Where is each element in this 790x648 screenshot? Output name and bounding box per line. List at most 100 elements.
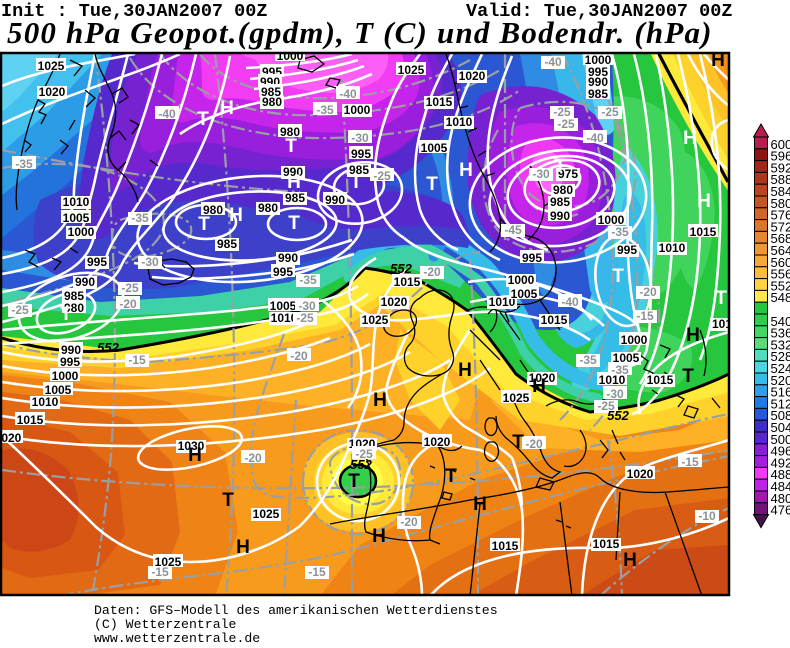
svg-text:-40: -40	[561, 295, 579, 309]
svg-text:504: 504	[771, 420, 790, 435]
svg-text:488: 488	[771, 467, 790, 482]
svg-text:580: 580	[771, 196, 790, 211]
svg-text:1010: 1010	[32, 395, 59, 409]
svg-text:1010: 1010	[446, 115, 473, 129]
svg-text:Daten: GFS–Modell des amerikan: Daten: GFS–Modell des amerikanischen Wet…	[94, 603, 498, 618]
svg-text:T: T	[682, 366, 694, 387]
svg-text:T: T	[198, 214, 210, 235]
svg-text:1015: 1015	[426, 95, 453, 109]
svg-text:T: T	[715, 288, 727, 309]
svg-text:985: 985	[285, 191, 305, 205]
svg-text:552: 552	[771, 278, 790, 293]
svg-text:572: 572	[771, 219, 790, 234]
svg-text:990: 990	[325, 193, 345, 207]
svg-text:1020: 1020	[529, 371, 556, 385]
svg-text:1015: 1015	[541, 313, 568, 327]
svg-text:560: 560	[771, 255, 790, 270]
svg-text:1030: 1030	[178, 439, 205, 453]
svg-text:H: H	[459, 160, 473, 181]
svg-text:T: T	[554, 156, 566, 177]
svg-text:1025: 1025	[253, 507, 280, 521]
svg-text:H: H	[372, 526, 386, 547]
svg-text:995: 995	[60, 355, 80, 369]
svg-text:T: T	[512, 432, 524, 453]
svg-text:1015: 1015	[17, 413, 44, 427]
svg-text:-25: -25	[355, 447, 373, 461]
svg-text:-20: -20	[119, 297, 137, 311]
svg-text:-30: -30	[606, 387, 624, 401]
svg-text:1000: 1000	[344, 103, 371, 117]
svg-text:-40: -40	[586, 131, 604, 145]
svg-text:1010: 1010	[271, 311, 298, 325]
svg-text:-15: -15	[636, 309, 654, 323]
svg-text:-35: -35	[579, 353, 597, 367]
svg-text:564: 564	[771, 243, 790, 258]
svg-text:-45: -45	[504, 223, 522, 237]
svg-text:-35: -35	[15, 157, 33, 171]
svg-text:H: H	[686, 325, 700, 346]
svg-text:990: 990	[61, 343, 81, 357]
svg-text:1020: 1020	[39, 85, 66, 99]
svg-text:985: 985	[588, 87, 608, 101]
svg-text:1015: 1015	[593, 537, 620, 551]
svg-text:-30: -30	[298, 299, 316, 313]
svg-text:H: H	[697, 191, 711, 212]
svg-text:H: H	[473, 494, 487, 515]
svg-text:-35: -35	[611, 363, 629, 377]
svg-text:1010: 1010	[659, 241, 686, 255]
svg-text:512: 512	[771, 396, 790, 411]
svg-text:532: 532	[771, 337, 790, 352]
svg-text:980: 980	[262, 95, 282, 109]
svg-text:1000: 1000	[508, 273, 535, 287]
svg-text:990: 990	[550, 209, 570, 223]
svg-text:1005: 1005	[45, 383, 72, 397]
svg-text:1025: 1025	[503, 391, 530, 405]
svg-text:500 hPa Geopot.(gpdm), T (C) u: 500 hPa Geopot.(gpdm), T (C) und Bodendr…	[7, 15, 713, 50]
svg-text:-25: -25	[597, 399, 615, 413]
svg-text:T: T	[445, 466, 457, 487]
svg-text:T: T	[60, 304, 72, 325]
svg-text:985: 985	[349, 163, 369, 177]
svg-text:-20: -20	[290, 349, 308, 363]
svg-text:1000: 1000	[585, 53, 612, 67]
svg-text:990: 990	[283, 165, 303, 179]
svg-text:552: 552	[350, 457, 372, 472]
svg-text:T: T	[426, 174, 438, 195]
svg-text:524: 524	[771, 361, 790, 376]
svg-text:1025: 1025	[362, 313, 389, 327]
svg-text:1005: 1005	[63, 211, 90, 225]
svg-text:-25: -25	[296, 311, 314, 325]
svg-text:1020: 1020	[459, 69, 486, 83]
svg-text:596: 596	[771, 149, 790, 164]
svg-text:-35: -35	[611, 225, 629, 239]
svg-text:508: 508	[771, 408, 790, 423]
svg-text:600: 600	[771, 137, 790, 152]
svg-text:985: 985	[550, 195, 570, 209]
svg-text:496: 496	[771, 444, 790, 459]
svg-text:Valid: Tue,30JAN2007 00Z: Valid: Tue,30JAN2007 00Z	[466, 1, 732, 22]
svg-text:H: H	[236, 537, 250, 558]
svg-text:990: 990	[588, 75, 608, 89]
svg-text:www.wetterzentrale.de: www.wetterzentrale.de	[94, 631, 260, 646]
svg-text:H: H	[229, 205, 243, 226]
svg-text:1025: 1025	[398, 63, 425, 77]
svg-text:500: 500	[771, 432, 790, 447]
svg-text:985: 985	[217, 237, 237, 251]
svg-text:520: 520	[771, 373, 790, 388]
svg-text:476: 476	[771, 503, 790, 518]
svg-text:1020: 1020	[424, 435, 451, 449]
svg-text:1000: 1000	[598, 213, 625, 227]
svg-text:995: 995	[273, 265, 293, 279]
svg-text:-15: -15	[308, 565, 326, 579]
svg-text:-20: -20	[423, 265, 441, 279]
svg-text:588: 588	[771, 172, 790, 187]
svg-text:-35: -35	[316, 103, 334, 117]
svg-text:980: 980	[64, 301, 84, 315]
svg-text:-10: -10	[698, 509, 716, 523]
svg-text:1025: 1025	[155, 555, 182, 569]
svg-text:1005: 1005	[511, 287, 538, 301]
svg-text:480: 480	[771, 491, 790, 506]
svg-text:1000: 1000	[621, 333, 648, 347]
svg-text:-15: -15	[681, 455, 699, 469]
svg-text:1005: 1005	[421, 141, 448, 155]
